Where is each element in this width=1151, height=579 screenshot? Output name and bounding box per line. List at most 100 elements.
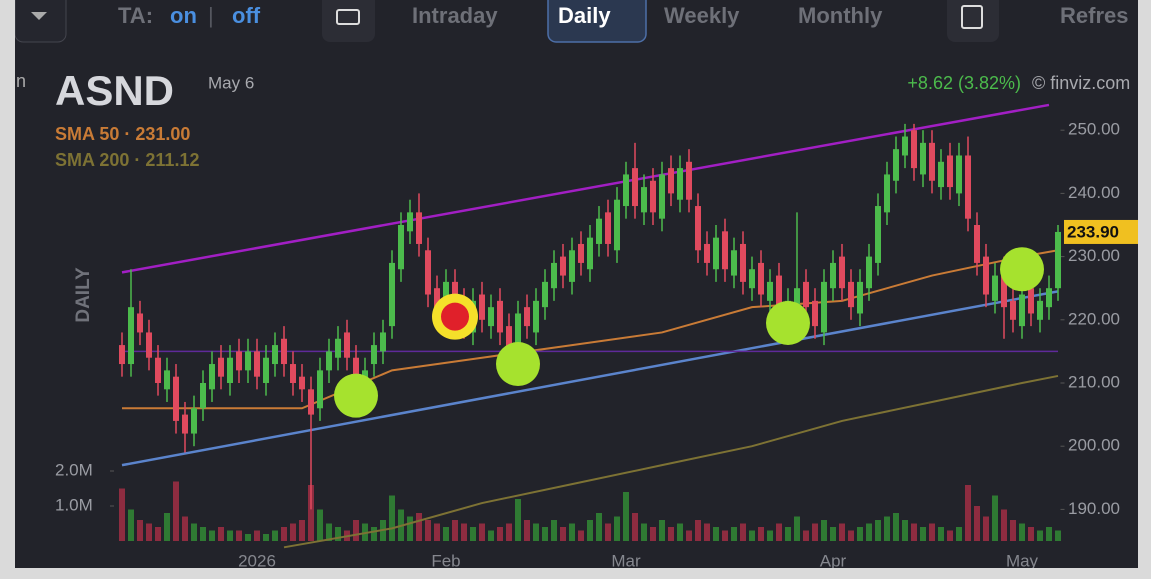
volume-bar <box>317 509 323 541</box>
volume-bar <box>650 526 656 541</box>
candle-body <box>866 256 872 289</box>
candle-body <box>983 256 989 295</box>
ta-label: TA: <box>118 3 153 28</box>
candle-body <box>1028 288 1034 314</box>
settings-button[interactable] <box>947 0 999 42</box>
candle-body <box>713 237 719 270</box>
volume-bar <box>614 516 620 541</box>
x-tick-label: Apr <box>820 551 847 570</box>
candle-body <box>515 313 521 358</box>
volume-bar <box>677 523 683 541</box>
candle-body <box>947 155 953 188</box>
volume-bar <box>947 530 953 541</box>
volume-bar <box>974 505 980 541</box>
volume-bar <box>200 526 206 541</box>
volume-bar <box>623 491 629 541</box>
volume-bar <box>452 519 458 541</box>
volume-bar <box>119 488 125 541</box>
date: May 6 <box>208 73 254 92</box>
volume-bar <box>416 512 422 541</box>
marker <box>496 342 540 387</box>
candle-body <box>722 231 728 270</box>
candle-body <box>767 281 773 301</box>
volume-bar <box>1019 523 1025 541</box>
y-tick-label: 190.00 <box>1068 499 1120 518</box>
volume-bar <box>839 523 845 541</box>
candle-body <box>218 357 224 377</box>
volume-bar <box>956 526 962 541</box>
candle-body <box>596 218 602 244</box>
volume-bar <box>1001 509 1007 541</box>
separator: · <box>134 150 140 170</box>
dropdown-button[interactable] <box>15 0 67 43</box>
candle-body <box>821 281 827 333</box>
candle-body <box>740 243 746 282</box>
volume-bar <box>821 519 827 541</box>
candle-body <box>479 294 485 320</box>
volume-bar <box>515 498 521 541</box>
candle-body <box>1046 288 1052 308</box>
candle-body <box>668 168 674 194</box>
candle-body <box>155 357 161 383</box>
tab[interactable]: Monthly <box>798 3 883 28</box>
candle-body <box>857 281 863 314</box>
candle-body <box>830 262 836 289</box>
volume-bar <box>506 523 512 541</box>
volume-bar <box>209 530 215 541</box>
candle-body <box>893 149 899 181</box>
x-tick-label: Mar <box>611 551 641 570</box>
volume-bar <box>857 526 863 541</box>
volume-bar <box>461 523 467 541</box>
tab[interactable]: Weekly <box>664 3 740 28</box>
ta-on[interactable]: on <box>170 3 197 28</box>
volume-bar <box>479 523 485 541</box>
y-tick-label: 230.00 <box>1068 246 1120 265</box>
candle-body <box>389 262 395 327</box>
candle-body <box>794 288 800 308</box>
volume-bar <box>659 519 665 541</box>
ta-off[interactable]: off <box>232 3 261 28</box>
candle-body <box>227 357 233 383</box>
tab[interactable]: Daily <box>558 3 611 28</box>
candle-body <box>848 281 854 308</box>
candle-body <box>902 136 908 156</box>
separator: · <box>124 124 130 144</box>
volume-bar <box>965 484 971 541</box>
volume-tick-label: 1.0M <box>55 495 93 514</box>
candle-body <box>839 256 845 289</box>
tab[interactable]: Intraday <box>412 3 498 28</box>
volume-bar <box>794 516 800 541</box>
candle-body <box>191 408 197 434</box>
volume-bar <box>713 526 719 541</box>
volume-bar <box>137 519 143 541</box>
refresh-button[interactable]: Refres <box>1060 3 1128 28</box>
sma-line <box>122 249 1059 410</box>
volume-bar <box>218 526 224 541</box>
candle-body <box>587 237 593 270</box>
volume-bar <box>749 530 755 541</box>
y-tick-label: 200.00 <box>1068 436 1120 455</box>
sma-value: 231.00 <box>135 124 190 144</box>
candle-body <box>1037 300 1043 320</box>
candle-body <box>524 307 530 327</box>
candle-body <box>497 300 503 333</box>
y-tick-label: 210.00 <box>1068 372 1120 391</box>
candle-body <box>641 187 647 213</box>
candle-body <box>146 332 152 358</box>
chart-type-button[interactable] <box>322 0 375 42</box>
volume-bar <box>668 526 674 541</box>
candle-body <box>614 199 620 251</box>
candle-body <box>578 243 584 263</box>
candle-body <box>875 206 881 263</box>
volume-bar <box>767 530 773 541</box>
marker <box>766 300 810 345</box>
chart-background <box>15 0 1138 568</box>
candle-body <box>173 376 179 421</box>
candle-body <box>272 345 278 365</box>
candle-body <box>533 300 539 333</box>
y-tick-label: 220.00 <box>1068 309 1120 328</box>
sma-name: SMA 50 <box>55 124 119 144</box>
candle-body <box>281 338 287 365</box>
volume-bar <box>1037 530 1043 541</box>
